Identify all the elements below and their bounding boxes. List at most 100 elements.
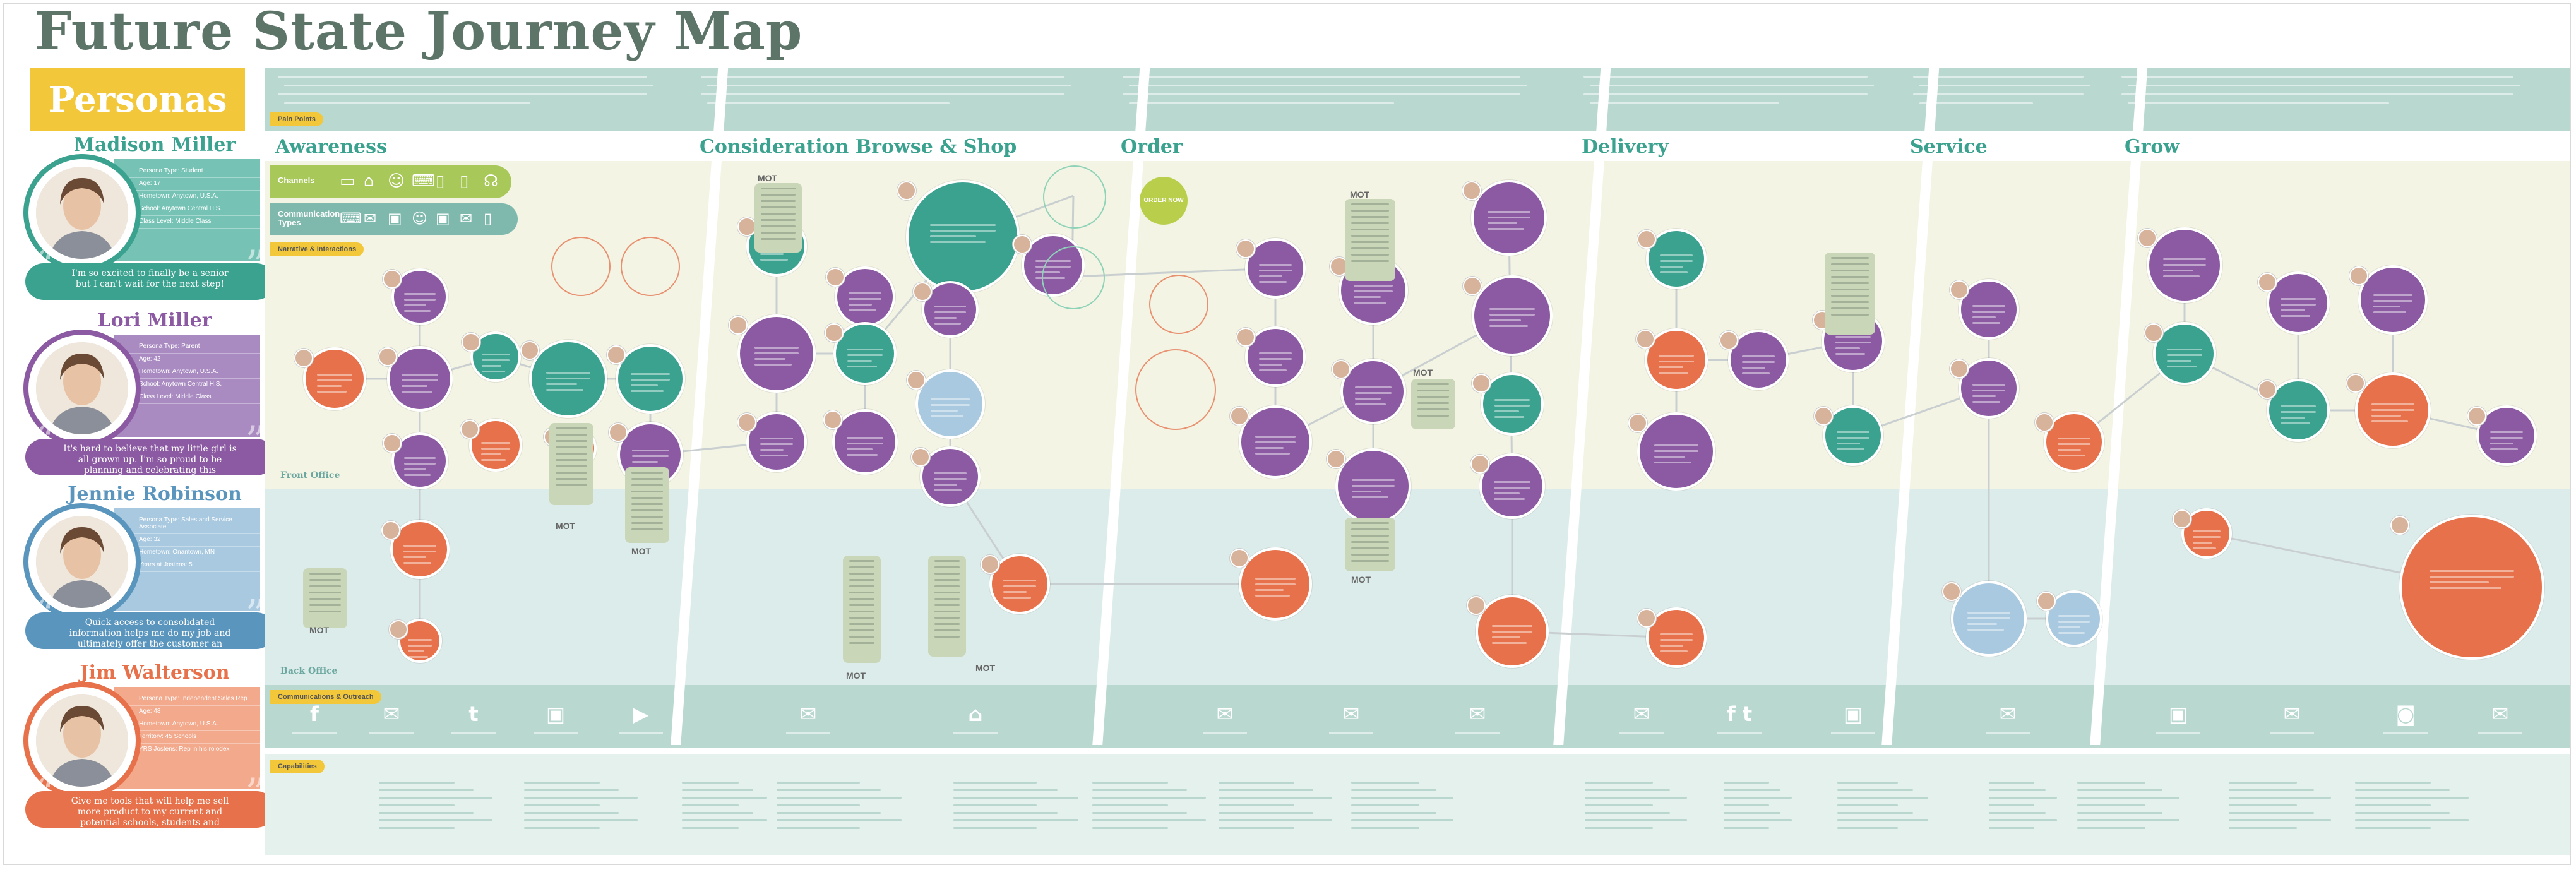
pain-point-text-line [284, 102, 530, 104]
persona-avatar-icon [1636, 330, 1655, 349]
capability-text-line [1585, 812, 1670, 814]
persona-detail: YRS Jostens: Rep in his rolodex [114, 744, 260, 756]
interaction-node [1646, 229, 1707, 289]
communication-caption [2156, 732, 2200, 734]
capability-text-line [1724, 812, 1780, 814]
pain-points-band [265, 68, 2570, 131]
capability-text-line [1351, 789, 1436, 791]
interaction-node [1959, 358, 2019, 419]
touchpoint-outline [621, 237, 680, 296]
moment-of-truth-note [625, 467, 669, 543]
capabilities-tag: Capabilities [270, 760, 325, 773]
pain-point-text-line [2121, 93, 2513, 95]
persona-card: Lori Miller Persona Type: Parent Age: 42 Ho… [19, 309, 275, 486]
page-frame [3, 3, 2571, 865]
communication-caption [1717, 732, 1762, 734]
communication-caption [1831, 732, 1875, 734]
interaction-node [2267, 379, 2330, 442]
pain-point-text-line [2128, 85, 2520, 86]
capability-text-line [1219, 812, 1313, 814]
capability-text-line [379, 819, 492, 821]
capability-text-line [953, 804, 1037, 806]
capability-text-line [1989, 804, 2034, 806]
capability-text-line [524, 789, 619, 791]
communication-types-bar: Communication Types ⌨ ✉ ▣ ☺ ▣ ✉ ▯ [270, 203, 518, 235]
persona-quote: “” I'm so excited to finally be a senior … [25, 246, 275, 300]
communications-band [265, 685, 2570, 748]
mail-icon: ✉ [364, 210, 377, 227]
capability-text-line [379, 797, 492, 799]
capability-text-line [2077, 797, 2179, 799]
interaction-node [2476, 405, 2537, 466]
persona-avatar-icon [1637, 230, 1656, 249]
persona-avatar-icon [897, 181, 916, 200]
pain-point-text-line [701, 76, 1064, 78]
communication-caption [953, 732, 998, 734]
pain-point-text-line [1129, 102, 1394, 104]
capability-text-line [524, 812, 619, 814]
moment-of-truth-note [303, 568, 347, 628]
interaction-node [1340, 359, 1406, 424]
touchpoint-outline [1042, 246, 1105, 309]
capability-text-line [777, 804, 860, 806]
facebook-twitter-icon: f t [1726, 702, 1753, 726]
persona-avatar-icon [1814, 407, 1833, 426]
pain-point-text-line [1583, 76, 1868, 78]
pain-point-text-line [1919, 85, 2090, 86]
persona-avatar-icon [1472, 374, 1491, 393]
persona-detail: Class Level: Middle Class [114, 216, 260, 229]
moment-of-truth-note [1411, 379, 1455, 429]
capability-text-line [379, 827, 455, 829]
stage-awareness: Awareness [275, 136, 387, 158]
pain-point-text-line [707, 102, 950, 104]
interaction-node [303, 347, 366, 410]
persona-card: Madison Miller Persona Type: Student Age: … [19, 134, 275, 304]
interaction-node [1728, 330, 1789, 390]
phone-icon: ▯ [460, 172, 469, 191]
persona-avatar-icon [907, 371, 926, 390]
journey-connector [1071, 267, 1276, 278]
interaction-node [737, 314, 816, 393]
capability-text-line [2229, 797, 2331, 799]
persona-avatar-icon [826, 268, 845, 287]
persona-avatar-icon [2258, 273, 2277, 292]
persona-avatar-icon [383, 270, 402, 289]
personas-heading: Personas [30, 68, 245, 131]
persona-avatar-icon [607, 345, 626, 364]
capability-text-line [682, 797, 767, 799]
capability-text-line [524, 797, 638, 799]
persona-card: Jennie Robinson Persona Type: Sales and S… [19, 483, 275, 660]
persona-details: Persona Type: Student Age: 17 Hometown: An… [114, 159, 260, 261]
capability-text-line [682, 812, 753, 814]
touchpoint-outline [1135, 349, 1216, 430]
mot-label: MOT [975, 663, 996, 673]
capability-text-line [379, 804, 455, 806]
capability-text-line [1219, 804, 1294, 806]
persona-avatar-icon [1462, 181, 1481, 200]
capability-text-line [777, 797, 902, 799]
persona-detail: Persona Type: Sales and Service Associat… [114, 515, 260, 534]
persona-avatar-icon [1236, 239, 1255, 258]
capability-text-line [1837, 797, 1928, 799]
interaction-node [1823, 405, 1883, 466]
interaction-node [920, 446, 981, 507]
mail-icon: ✉ [1469, 702, 1486, 726]
mot-label: MOT [556, 521, 576, 531]
interaction-node [1959, 279, 2019, 340]
interaction-node [1245, 238, 1306, 299]
communication-caption [2478, 732, 2522, 734]
persona-avatar-icon [609, 423, 628, 442]
capability-text-line [2077, 804, 2145, 806]
persona-avatar-icon [1942, 582, 1961, 601]
channels-label: Channels [278, 176, 315, 185]
people-icon: ☺ [412, 210, 428, 227]
persona-avatar-icon [981, 555, 999, 574]
persona-avatar-icon [2258, 380, 2277, 399]
capability-text-line [379, 782, 455, 784]
capability-text-line [1724, 789, 1780, 791]
interaction-node [2147, 227, 2222, 303]
moment-of-truth-note [549, 423, 593, 505]
persona-avatar-icon [462, 333, 480, 352]
touchpoint-outline [1043, 165, 1106, 229]
interaction-node [616, 344, 685, 414]
